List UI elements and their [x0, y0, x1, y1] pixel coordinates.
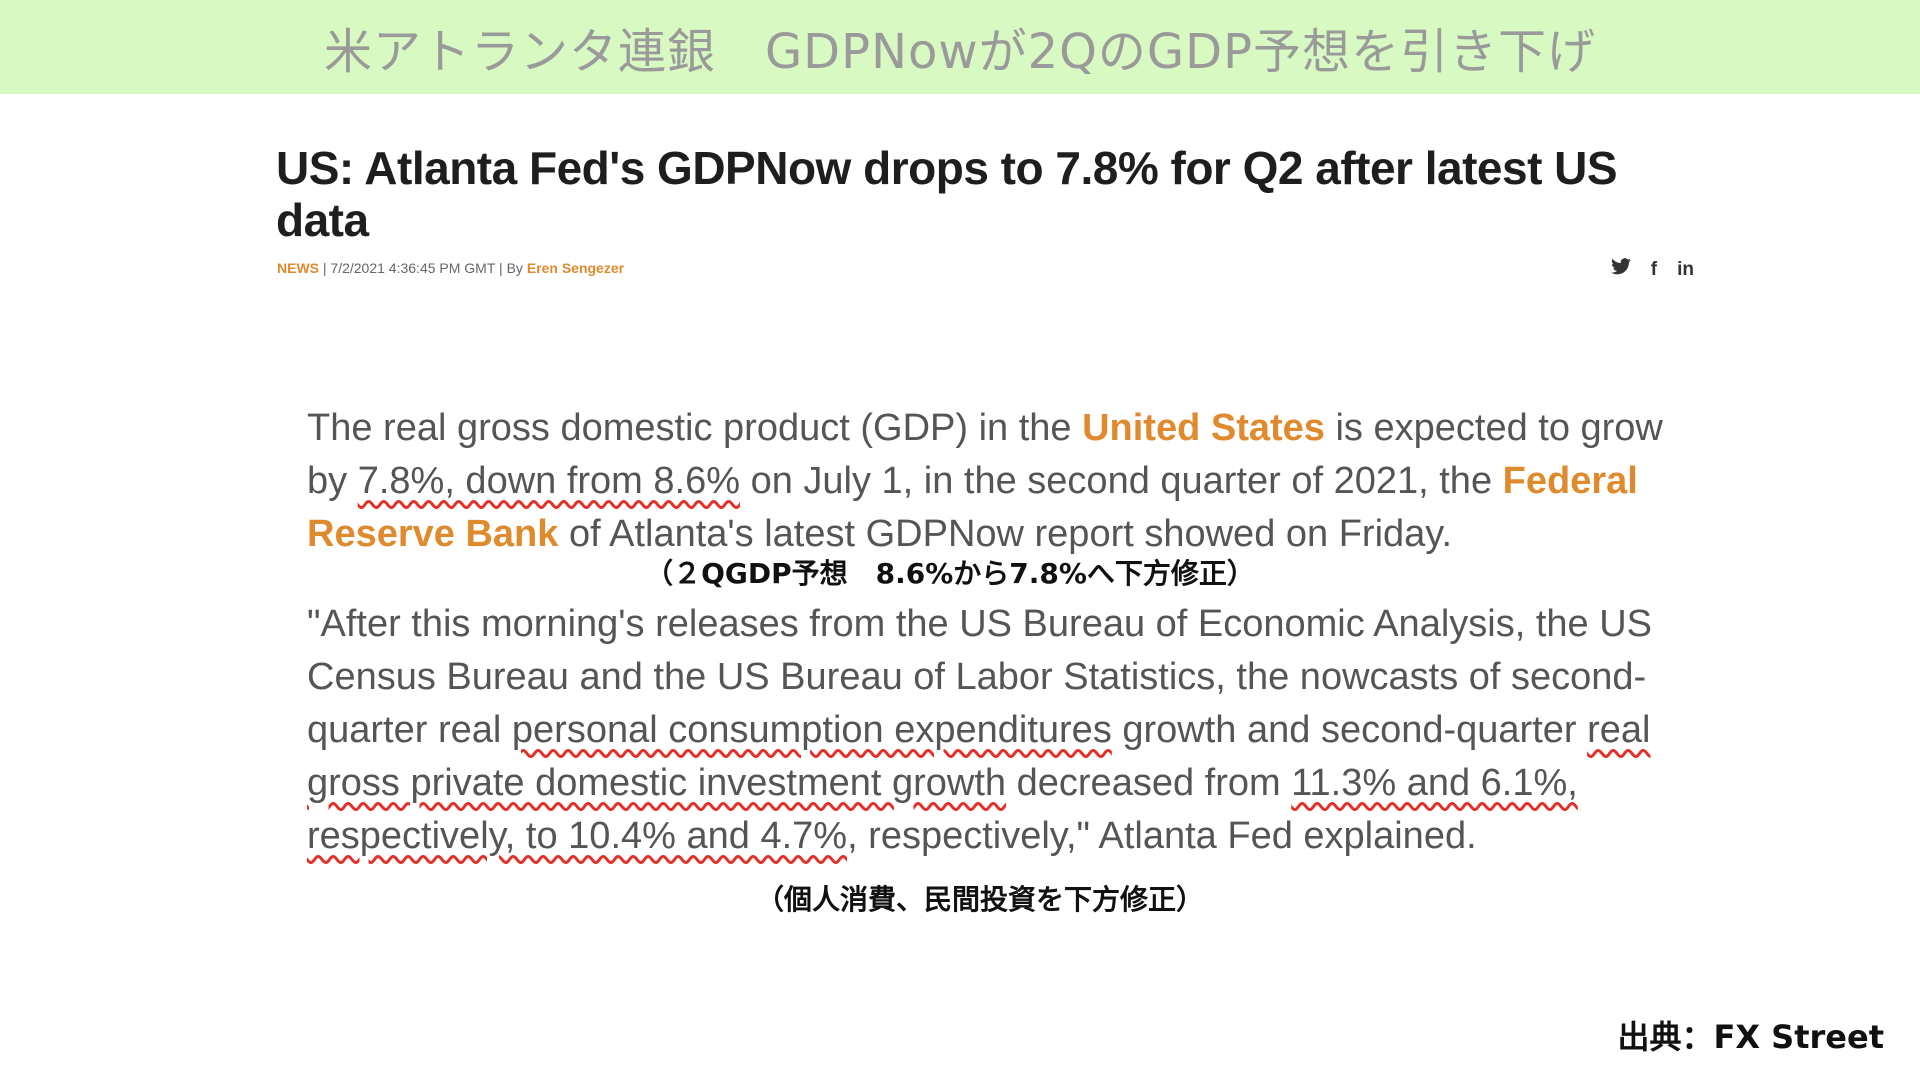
annotation-consumption-investment: （個人消費、民間投資を下方修正）	[755, 883, 1204, 916]
article-author[interactable]: Eren Sengezer	[526, 260, 625, 276]
article-meta: NEWS | 7/2/2021 4:36:45 PM GMT | By Eren…	[277, 260, 624, 276]
article-paragraph-1: The real gross domestic product (GDP) in…	[307, 402, 1667, 561]
para1-text: of Atlanta's latest GDPNow report showed…	[558, 513, 1453, 555]
article-paragraph-2: "After this morning's releases from the …	[307, 598, 1667, 863]
title-banner: 米アトランタ連銀 GDPNowが2QのGDP予想を引き下げ	[0, 0, 1920, 94]
underlined-investment: real gross private domestic investment g…	[307, 709, 1651, 804]
federal-reserve-bank-link[interactable]: Federal Reserve Bank	[307, 460, 1638, 555]
share-bar: f in	[1610, 258, 1694, 281]
para2-text: decreased from	[1006, 762, 1292, 804]
source-credit: 出典：FX Street	[1617, 1018, 1884, 1056]
article-timestamp: 7/2/2021 4:36:45 PM GMT	[330, 260, 496, 276]
para2-text: , respectively," Atlanta Fed explained.	[847, 815, 1477, 857]
para1-text: The real gross domestic product (GDP) in…	[307, 407, 1083, 449]
article-headline[interactable]: US: Atlanta Fed's GDPNow drops to 7.8% f…	[276, 142, 1618, 246]
para2-text: "After this morning's releases from the …	[307, 603, 1652, 751]
meta-separator: |	[319, 260, 331, 276]
linkedin-icon[interactable]: in	[1677, 258, 1694, 280]
facebook-icon[interactable]: f	[1650, 258, 1658, 280]
para1-text: on July 1, in the second quarter of 2021…	[740, 460, 1503, 502]
news-tag[interactable]: NEWS	[277, 260, 319, 276]
para2-text: growth and second-quarter	[1111, 709, 1588, 751]
underlined-consumption: personal consumption expenditures	[511, 709, 1112, 751]
meta-by: | By	[495, 260, 527, 276]
banner-title: 米アトランタ連銀 GDPNowが2QのGDP予想を引き下げ	[323, 24, 1597, 80]
para1-text: is expected to grow by	[307, 407, 1663, 502]
twitter-icon[interactable]	[1610, 258, 1631, 281]
united-states-link[interactable]: United States	[1082, 407, 1325, 449]
underlined-gdp-change: 7.8%, down from 8.6%	[357, 460, 741, 502]
underlined-figures: 11.3% and 6.1%, respectively, to 10.4% a…	[307, 762, 1578, 857]
annotation-gdp-revision: （２QGDP予想 8.6%から7.8%へ下方修正）	[645, 557, 1255, 590]
